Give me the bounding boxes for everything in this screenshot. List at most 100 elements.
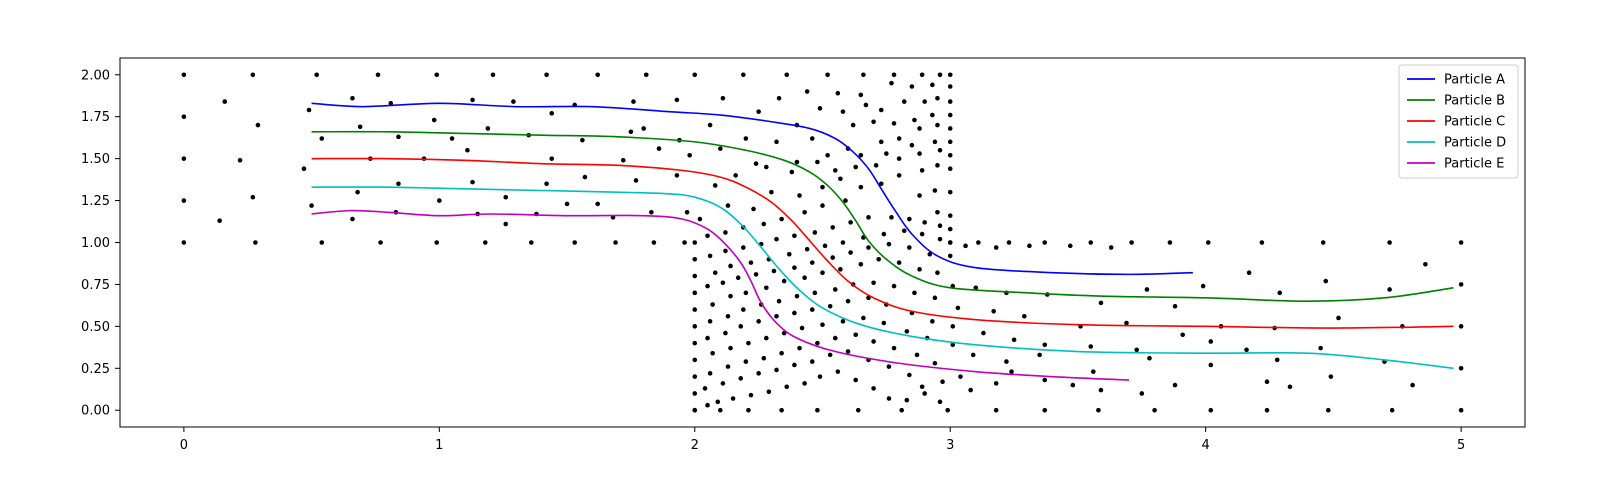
scatter-point	[958, 374, 963, 379]
scatter-point	[756, 109, 761, 114]
scatter-point	[891, 345, 897, 351]
scatter-point	[881, 231, 887, 237]
scatter-point	[792, 233, 797, 239]
scatter-point	[871, 339, 876, 344]
scatter-point	[932, 360, 938, 366]
scatter-point	[871, 119, 876, 125]
scatter-point	[815, 340, 820, 346]
scatter-point	[528, 240, 534, 245]
scatter-point	[1277, 290, 1283, 296]
scatter-point	[937, 223, 943, 229]
scatter-point	[751, 206, 756, 212]
scatter-point	[1042, 342, 1048, 348]
scatter-point	[904, 397, 910, 403]
scatter-point	[825, 152, 830, 158]
scatter-point	[1006, 240, 1012, 245]
series-line-particle-b	[311, 130, 1454, 303]
scatter-point	[1167, 240, 1173, 245]
scatter-point	[1246, 270, 1252, 275]
scatter-point	[692, 374, 698, 379]
plot-area	[120, 58, 1525, 427]
scatter-point	[802, 381, 807, 386]
scatter-point	[968, 387, 973, 393]
scatter-point	[1152, 407, 1157, 413]
scatter-point	[544, 181, 549, 187]
scatter-point	[976, 240, 981, 245]
scatter-point	[1124, 320, 1129, 326]
scatter-point	[1009, 369, 1014, 374]
scatter-point	[761, 221, 767, 227]
scatter-point	[922, 220, 927, 225]
scatter-point	[932, 188, 938, 193]
scatter-point	[761, 355, 767, 361]
y-tick-label: 1.00	[81, 236, 110, 251]
scatter-point	[641, 126, 646, 131]
scatter-point	[922, 99, 927, 104]
scatter-point	[955, 305, 961, 311]
scatter-point	[743, 136, 749, 141]
scatter-point	[935, 210, 940, 215]
scatter-point	[1144, 287, 1150, 292]
scatter-point	[896, 260, 902, 265]
scatter-point	[830, 225, 836, 230]
scatter-point	[674, 173, 680, 178]
scatter-point	[947, 72, 953, 78]
scatter-point	[932, 295, 938, 301]
scatter-point	[809, 260, 815, 265]
scatter-point	[718, 146, 723, 151]
scatter-point	[845, 349, 851, 354]
scatter-point	[947, 226, 953, 232]
scatter-point	[1011, 337, 1017, 343]
scatter-point	[1098, 300, 1104, 306]
scatter-point	[764, 164, 769, 170]
lines-layer	[311, 102, 1454, 381]
scatter-point	[628, 129, 634, 135]
scatter-point	[830, 255, 836, 260]
scatter-point	[756, 371, 761, 376]
legend-label: Particle E	[1444, 157, 1504, 172]
scatter-point	[656, 146, 662, 151]
scatter-point	[914, 352, 920, 358]
scatter-point	[797, 193, 802, 198]
scatter-point	[822, 243, 828, 249]
scatter-point	[1134, 347, 1140, 353]
scatter-point	[871, 386, 876, 391]
scatter-point	[651, 240, 657, 245]
scatter-point	[712, 183, 718, 188]
scatter-point	[357, 124, 363, 130]
scatter-point	[786, 251, 792, 257]
scatter-point	[871, 280, 876, 286]
scatter-point	[1387, 240, 1392, 245]
scatter-point	[1274, 357, 1280, 363]
scatter-point	[631, 99, 636, 104]
scatter-point	[884, 151, 889, 156]
scatter-point	[1389, 407, 1395, 413]
x-tick-label: 1	[435, 438, 443, 453]
scatter-point	[912, 290, 917, 296]
scatter-point	[993, 245, 999, 250]
scatter-point	[1042, 377, 1048, 383]
scatter-point	[723, 248, 728, 254]
scatter-point	[891, 72, 897, 78]
scatter-point	[858, 262, 864, 267]
scatter-point	[1208, 407, 1214, 413]
scatter-point	[470, 179, 475, 185]
scatter-point	[827, 303, 833, 309]
scatter-point	[935, 122, 940, 128]
scatter-point	[705, 335, 710, 341]
scatter-point	[825, 72, 830, 78]
scatter-point	[720, 280, 726, 286]
scatter-point	[991, 308, 996, 314]
scatter-point	[503, 221, 509, 227]
scatter-point	[817, 106, 823, 111]
scatter-point	[776, 298, 782, 304]
scatter-point	[1458, 324, 1464, 329]
scatter-point	[1067, 243, 1073, 249]
scatter-point	[1458, 240, 1464, 245]
scatter-point	[319, 240, 325, 245]
scatter-point	[715, 399, 721, 405]
scatter-point	[930, 112, 935, 118]
scatter-point	[838, 267, 843, 272]
scatter-point	[692, 407, 698, 413]
x-tick-label: 2	[691, 438, 699, 453]
